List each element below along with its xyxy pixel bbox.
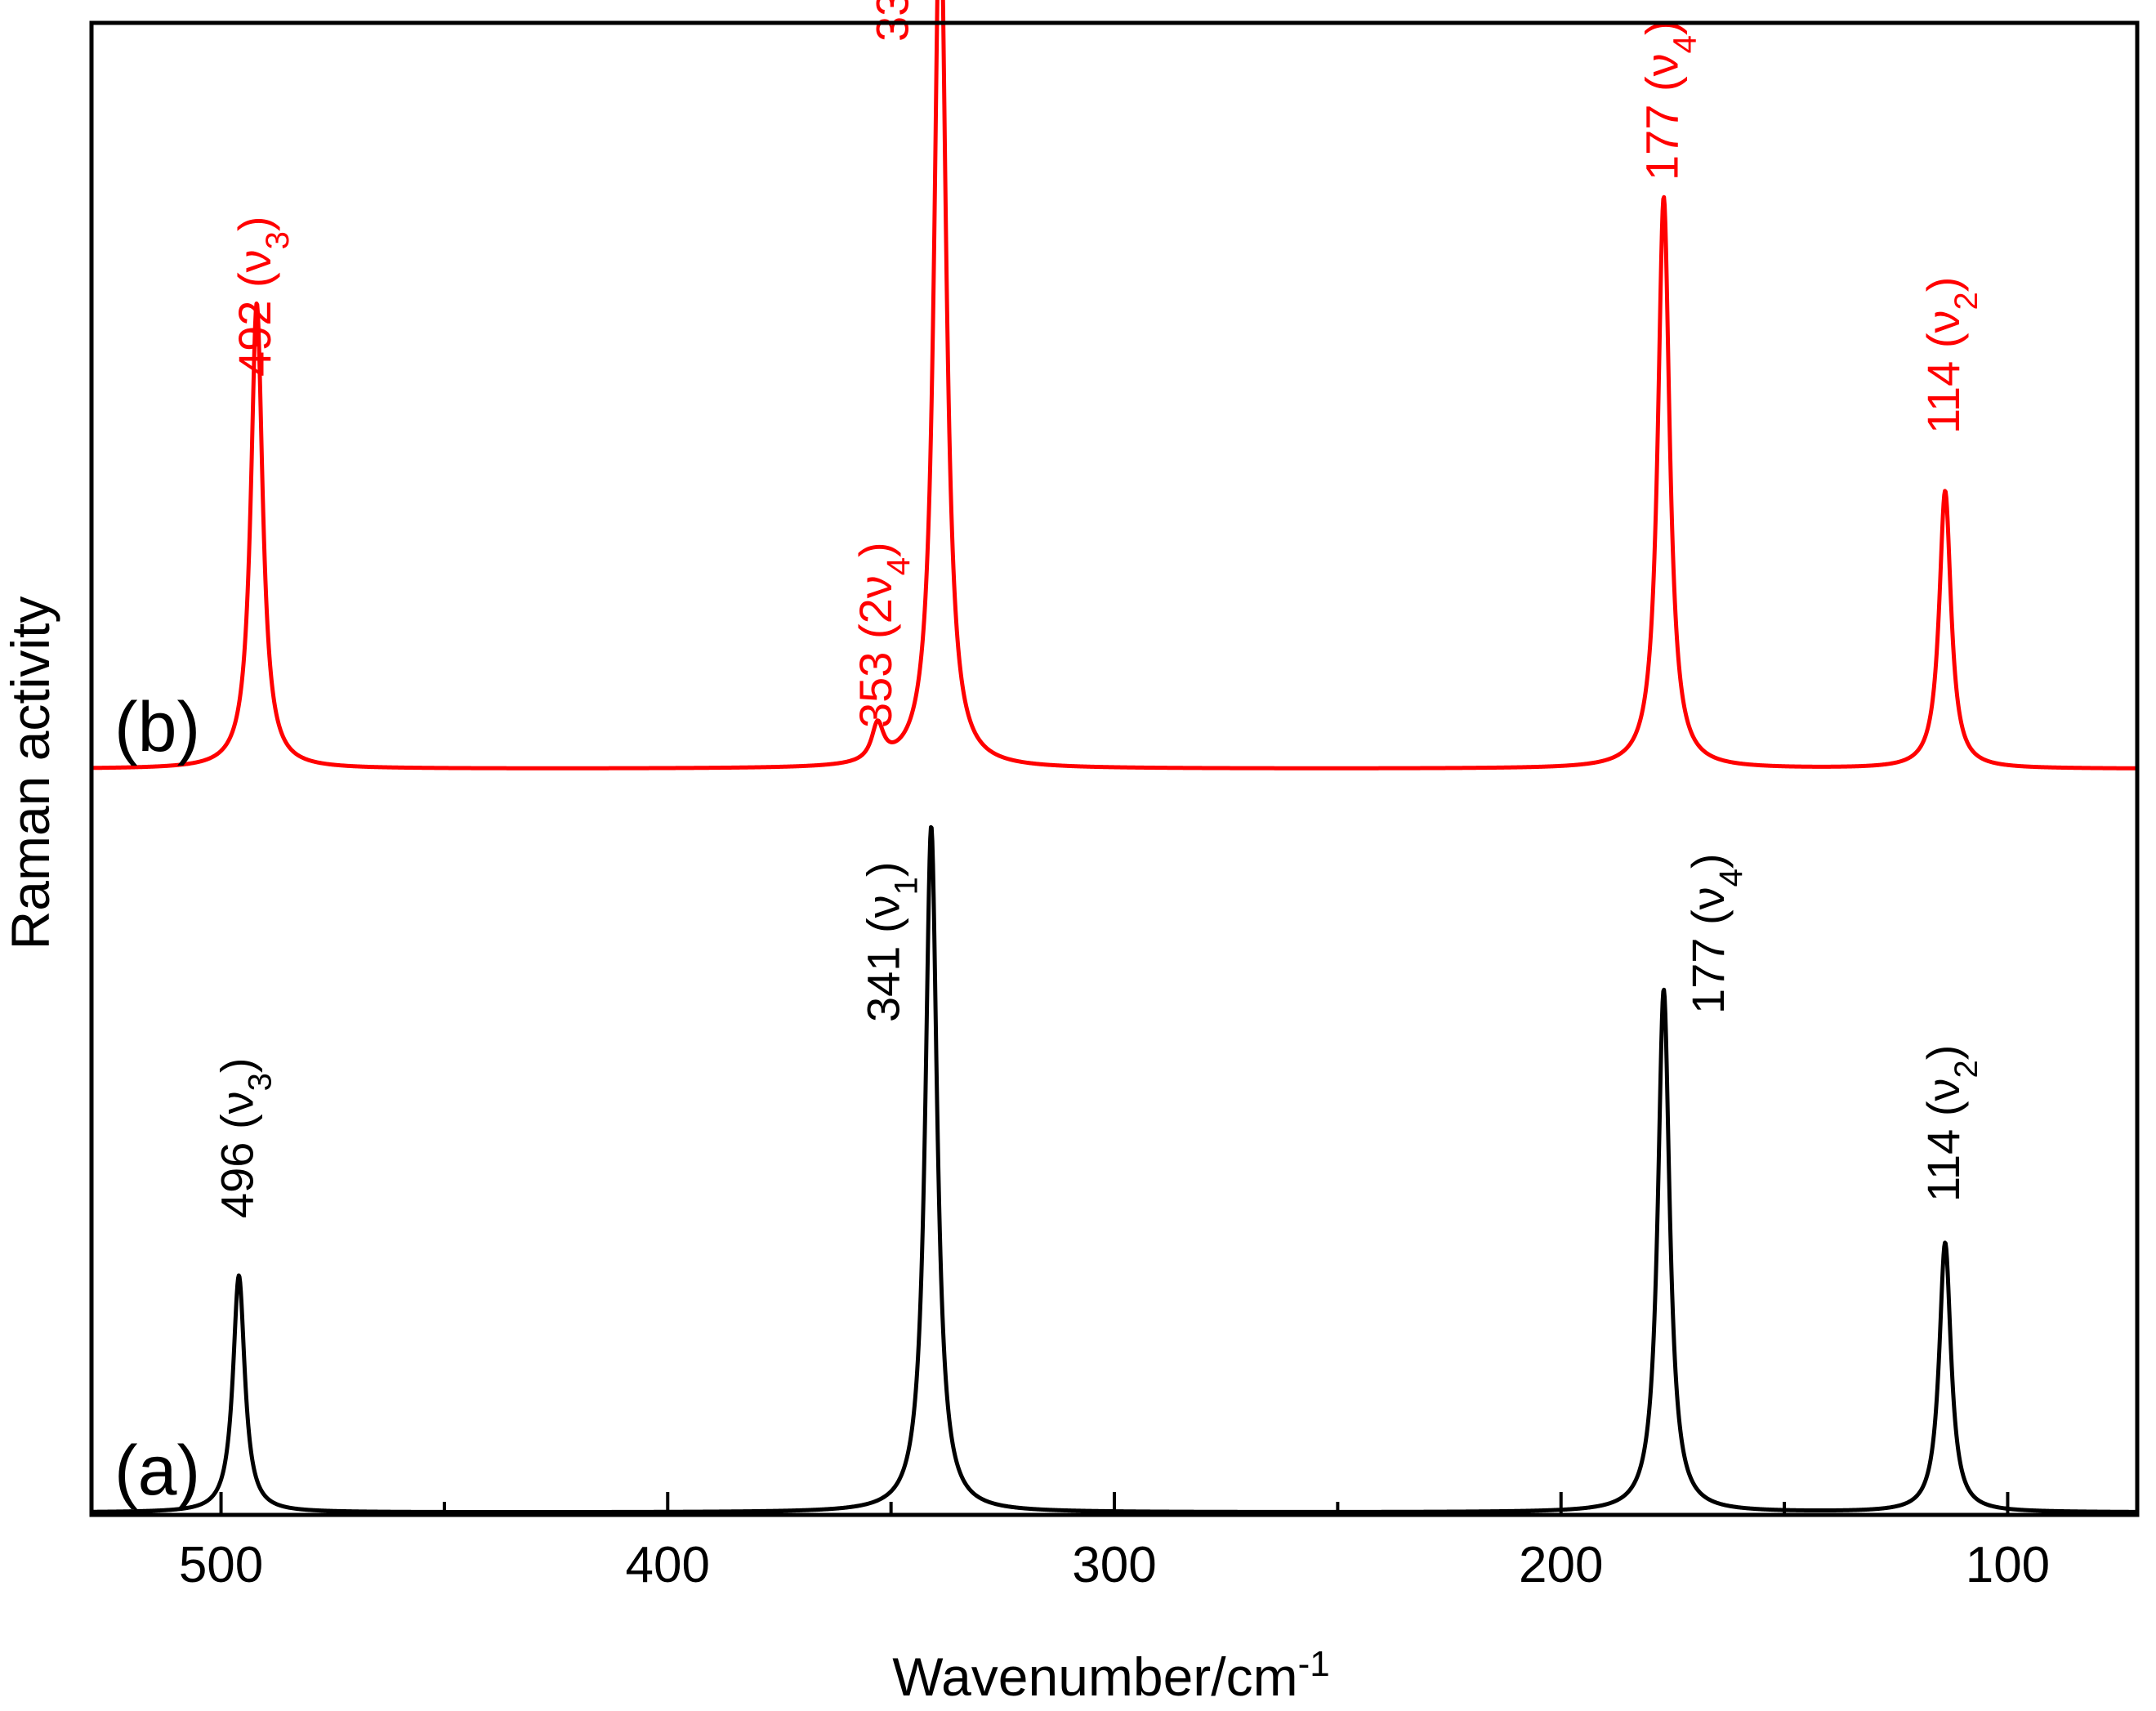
- x-axis: 500 400 300 200 100 Wavenumber/cm-1: [179, 1492, 2050, 1707]
- series-line: [90, 824, 2139, 1515]
- peak-label-492: 492 (ν3): [229, 216, 296, 377]
- peak-labels: (a) 496 (ν3) 341 (ν1) 177 (ν4) 114 (ν2) (b) 49…: [114, 0, 1984, 1510]
- x-tick-label-100: 100: [1966, 1537, 2050, 1593]
- series-b: [90, 0, 2139, 771]
- peak-label-353: 353 (2ν4): [850, 542, 917, 728]
- peak-label-177: 177 (ν4): [1682, 853, 1749, 1014]
- x-tick-label-400: 400: [626, 1537, 710, 1593]
- y-axis-label: Raman activity: [0, 596, 60, 950]
- x-ticks: 500 400 300 200 100: [179, 1492, 2050, 1593]
- peak-label-496: 496 (ν3): [211, 1057, 278, 1218]
- peak-label-114: 114 (ν2): [1917, 277, 1984, 434]
- series-a: [90, 824, 2139, 1515]
- x-axis-label-superscript: -1: [1298, 1644, 1330, 1684]
- x-tick-label-300: 300: [1072, 1537, 1156, 1593]
- x-tick-label-200: 200: [1519, 1537, 1603, 1593]
- peak-label-177: 177 (ν4): [1636, 20, 1703, 181]
- x-axis-label: Wavenumber/cm-1: [892, 1644, 1329, 1708]
- panel-label-a: (a): [114, 1432, 200, 1510]
- series-line: [90, 0, 2139, 771]
- plot-frame: [89, 20, 2140, 1517]
- panel-label-b: (b): [114, 688, 200, 766]
- peak-label-114: 114 (ν2): [1917, 1045, 1984, 1202]
- x-tick-label-500: 500: [179, 1537, 263, 1593]
- x-axis-label-text: Wavenumber/cm: [892, 1646, 1297, 1707]
- peak-label-341: 341 (ν1): [857, 861, 924, 1022]
- series-layer: [90, 0, 2139, 1515]
